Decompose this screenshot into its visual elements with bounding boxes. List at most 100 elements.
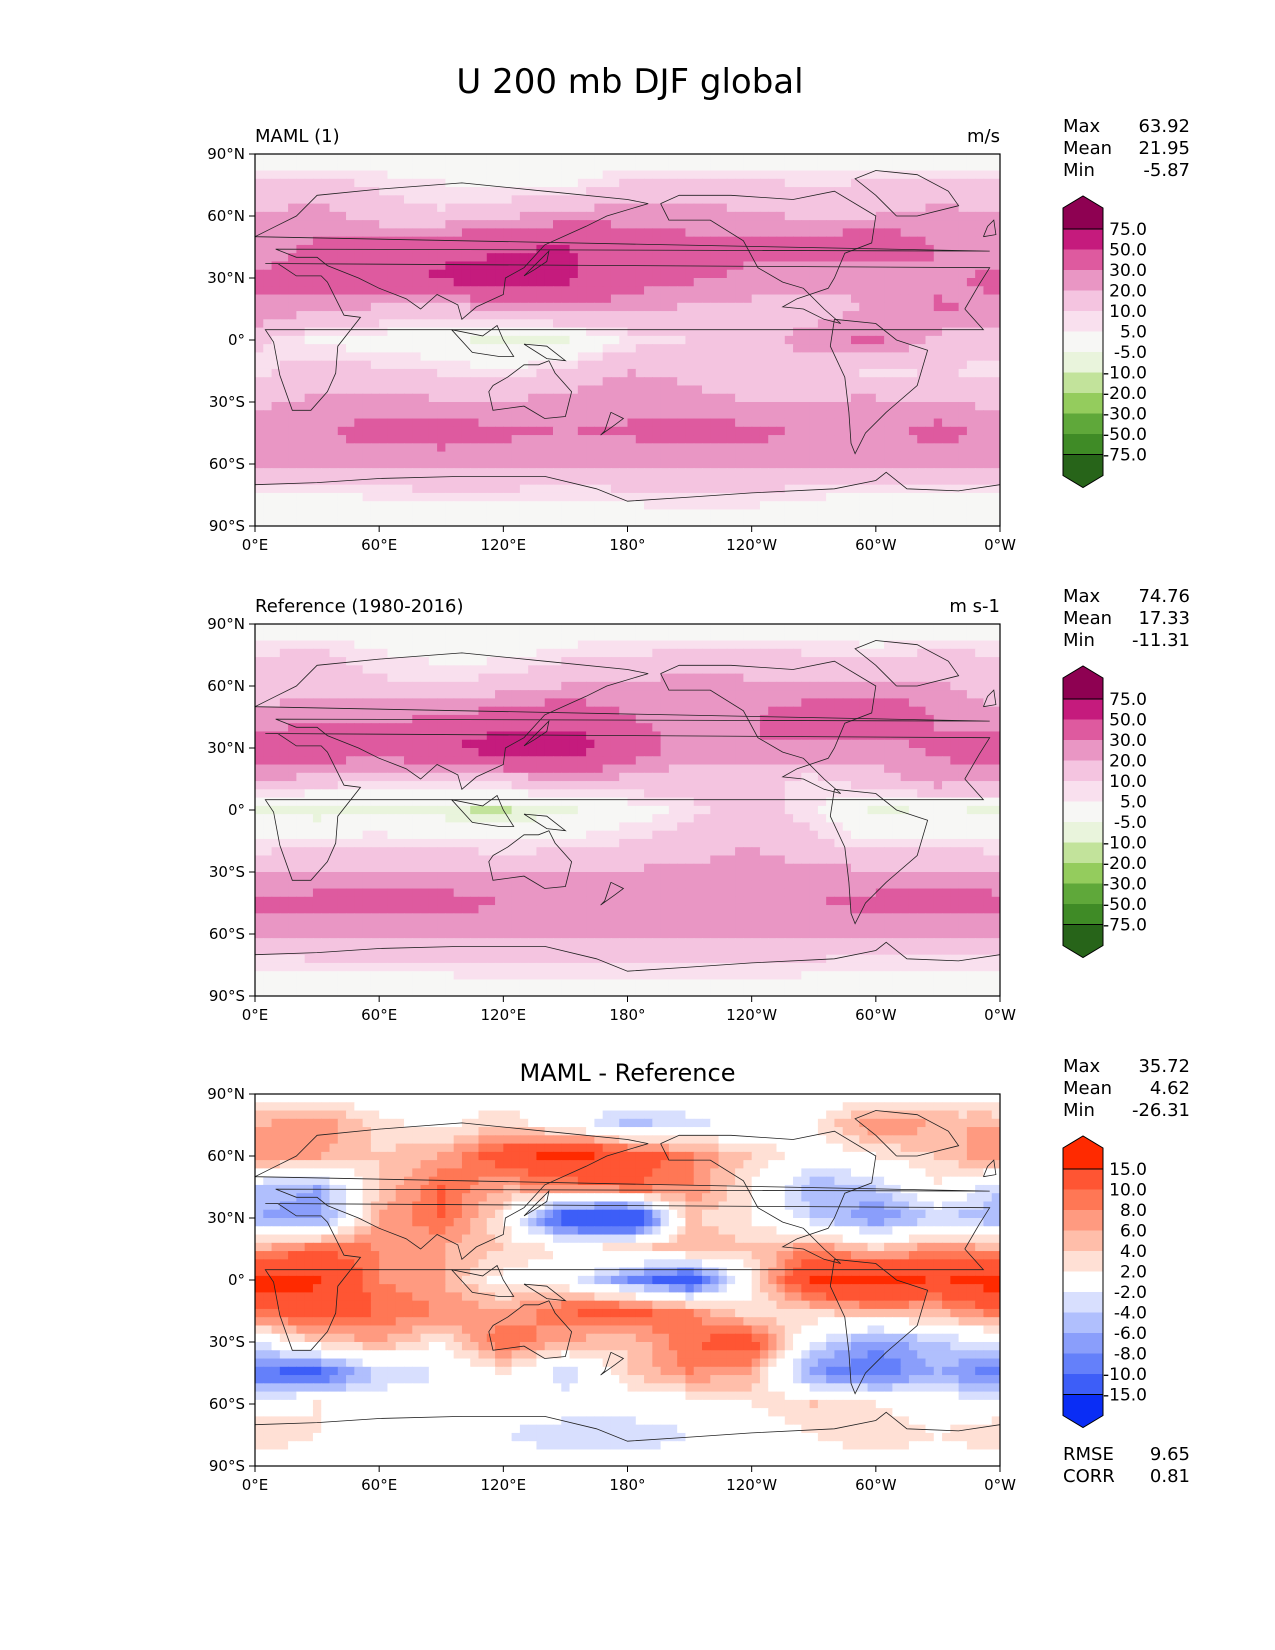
panel-units: m s-1 [949,596,1000,617]
x-tick-label: 0°E [242,536,269,554]
x-tick-label: 120°W [726,536,777,554]
colorbar-level-label: -75.0 [1103,916,1147,936]
colorbar-level-label: 4.0 [1120,1242,1147,1262]
stat-value: -26.31 [1132,1100,1190,1121]
colorbar-level-label: -5.0 [1114,343,1147,363]
colorbar-level-label: -8.0 [1114,1345,1147,1365]
x-tick-label: 120°E [481,1006,527,1024]
colorbar-level-label: 10.0 [1109,1181,1147,1201]
colorbar-level-label: 30.0 [1109,731,1147,751]
coastline [983,689,997,708]
x-tick-label: 60°E [361,536,397,554]
colorbar-level-label: -50.0 [1103,895,1147,915]
colorbar-segment [1063,331,1103,353]
colorbar-level-label: 20.0 [1109,752,1147,772]
y-tick-label: 60°N [207,1147,245,1165]
coastline [255,1411,1000,1442]
field-layer [255,154,1000,526]
colorbar-segment [1063,781,1103,802]
stat-label: Mean [1063,608,1112,629]
x-tick-label: 0°W [984,536,1016,554]
stat-value: -11.31 [1132,630,1190,651]
coastline [264,263,991,411]
stat-value: -5.87 [1143,160,1190,181]
colorbar-segment [1063,229,1103,250]
colorbar-segment [1063,434,1103,455]
coastlines [255,640,1000,972]
colorbar-segment [1063,842,1103,864]
colorbar-segment [1063,1169,1103,1190]
x-tick-label: 60°E [361,1006,397,1024]
y-tick-label: 30°N [207,739,245,757]
colorbar-extend-max [1062,1135,1104,1170]
coastline [829,1258,929,1395]
coastline [523,1189,550,1217]
x-tick-label: 0°W [984,1006,1016,1024]
colorbar-segment [1063,393,1103,414]
panel-3: MAML - Reference 0°E 60°E 120°E 180° 120°W 60°… [207,1056,1190,1494]
panel-1: MAML (1) m/s 0°E 60°E 120°E 180° 120°W 60°W 0°W 9… [207,116,1190,554]
colorbar-segment [1063,904,1103,925]
colorbar-frame [1062,698,1104,925]
colorbar-level-label: 10.0 [1109,302,1147,322]
colorbar-segment [1063,1312,1103,1334]
y-tick-label: 30°N [207,269,245,287]
colorbar-level-label: 15.0 [1109,1160,1147,1180]
x-tick-label: 0°E [242,1476,269,1494]
coastline [523,813,567,832]
coastline [488,1300,573,1359]
coastline [451,1264,515,1297]
coastline [451,794,515,827]
colorbar-level-label: 5.0 [1120,323,1147,343]
colorbar-level-label: -4.0 [1114,1304,1147,1324]
colorbar-level-label: -10.0 [1103,834,1147,854]
coastline [264,733,991,881]
coastline [451,324,515,357]
stat-value: 21.95 [1138,138,1190,159]
coastline [660,1130,877,1264]
colorbar-level-label: -30.0 [1103,405,1147,425]
y-tick-label: 60°N [207,677,245,695]
coastline [660,190,877,324]
coastlines [255,170,1000,502]
x-tick-label: 180° [609,1476,645,1494]
stat-value: 9.65 [1150,1444,1190,1465]
colorbar-segment [1063,270,1103,291]
coastline [255,471,1000,502]
x-tick-label: 60°W [855,536,897,554]
stat-label: Min [1063,160,1095,181]
colorbar-segment [1063,740,1103,761]
colorbar-segment [1063,1189,1103,1211]
x-tick-label: 120°W [726,1006,777,1024]
y-tick-label: 60°N [207,207,245,225]
colorbar-segment [1063,719,1103,741]
colorbar-extend-max [1062,195,1104,230]
y-tick-label: 30°S [209,1333,245,1351]
y-tick-label: 60°S [209,925,245,943]
y-tick-label: 30°S [209,863,245,881]
coastline [829,788,929,925]
x-tick-label: 120°E [481,1476,527,1494]
x-tick-label: 60°W [855,1476,897,1494]
y-tick-label: 90°S [209,517,245,535]
coastline [854,1110,960,1157]
x-tick-label: 0°E [242,1006,269,1024]
y-tick-label: 0° [228,331,245,349]
y-tick-label: 60°S [209,455,245,473]
stat-label: Max [1063,116,1101,137]
colorbar-level-label: -20.0 [1103,384,1147,404]
stat-label: Min [1063,1100,1095,1121]
coastline [829,318,929,455]
colorbar-level-label: 50.0 [1109,241,1147,261]
colorbar-segment [1063,883,1103,905]
colorbar-level-label: -5.0 [1114,813,1147,833]
colorbar-segment [1063,801,1103,823]
coastlines [255,1110,1000,1442]
figure-title: U 200 mb DJF global [456,62,803,102]
colorbar-level-label: 10.0 [1109,772,1147,792]
colorbar-level-label: 50.0 [1109,711,1147,731]
y-tick-label: 30°S [209,393,245,411]
colorbar-segment [1063,1210,1103,1231]
panel-left-label: Reference (1980-2016) [255,596,464,617]
